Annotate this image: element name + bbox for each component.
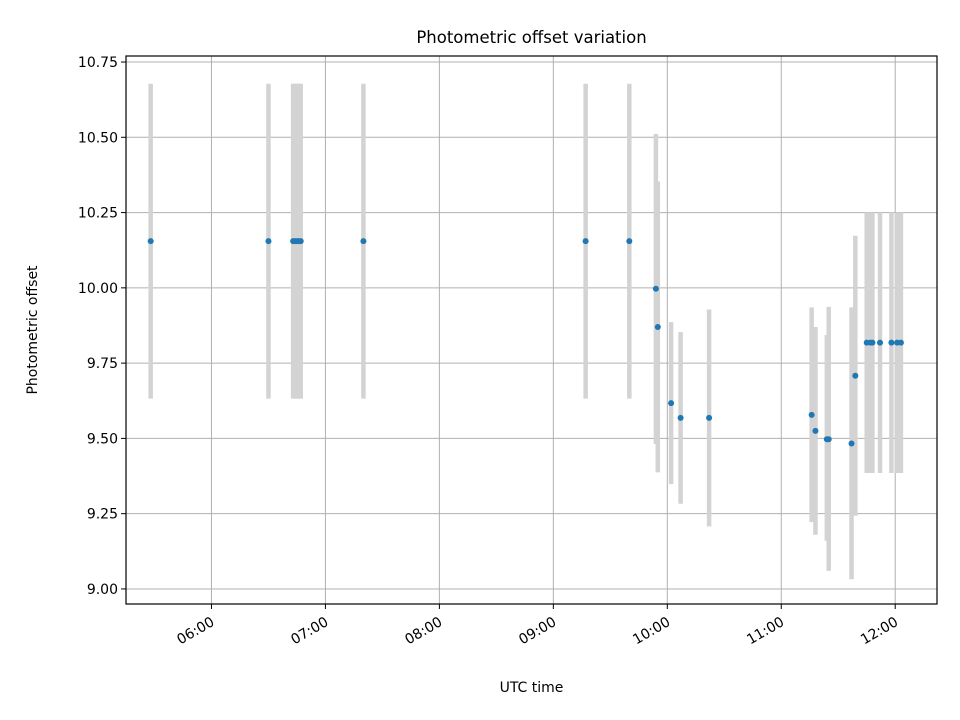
grid-lines (126, 56, 937, 604)
x-axis-label: UTC time (500, 680, 564, 696)
data-point (888, 339, 895, 346)
y-tick-label: 9.50 (87, 431, 118, 447)
data-point (812, 427, 819, 434)
data-point (582, 238, 589, 245)
data-point (825, 436, 832, 443)
data-point (265, 238, 272, 245)
data-point (668, 400, 675, 407)
data-point (652, 285, 659, 292)
data-point (706, 414, 713, 421)
y-tick-label: 9.25 (87, 507, 118, 523)
y-tick-label: 10.75 (78, 55, 118, 71)
y-axis-label: Photometric offset (25, 265, 41, 395)
data-point (677, 414, 684, 421)
data-point (297, 238, 304, 245)
data-point (852, 372, 859, 379)
y-axis-ticks: 9.00 9.25 9.50 9.75 10.00 10.25 10.50 10.75 (78, 55, 126, 598)
data-point (147, 238, 154, 245)
y-tick-label: 9.00 (87, 582, 118, 598)
y-tick-label: 10.25 (78, 206, 118, 222)
data-point (848, 440, 855, 447)
data-point (626, 238, 633, 245)
chart-title: Photometric offset variation (416, 28, 646, 47)
data-point (877, 339, 884, 346)
data-point (869, 339, 876, 346)
y-tick-label: 10.00 (78, 281, 118, 297)
data-point (360, 238, 367, 245)
data-point (808, 411, 815, 418)
y-tick-label: 9.75 (87, 356, 118, 372)
data-point (897, 339, 904, 346)
data-point (654, 323, 661, 330)
y-tick-label: 10.50 (78, 130, 118, 146)
data-points (147, 238, 904, 447)
plot-frame (125, 55, 938, 605)
